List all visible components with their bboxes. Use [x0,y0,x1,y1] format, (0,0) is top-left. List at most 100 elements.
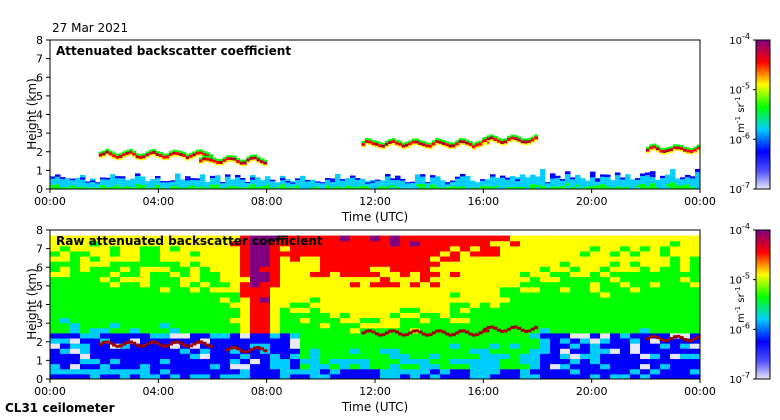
heatmap-cell [50,338,61,344]
heatmap-cell [510,281,521,288]
heatmap-cell [420,286,431,293]
heatmap-cell [560,291,571,298]
heatmap-cell [150,184,156,186]
heatmap-cell [340,250,351,257]
cloud-echo [686,152,691,155]
cloud-echo [364,142,369,145]
heatmap-cell [215,179,221,183]
heatmap-cell [660,256,671,262]
heatmap-cell [220,182,226,184]
heatmap-cell [340,240,351,247]
heatmap-cell [50,176,56,179]
heatmap-cell [490,181,496,185]
heatmap-cell [70,256,81,262]
heatmap-cell [650,353,661,360]
heatmap-cell [140,312,151,319]
heatmap-cell [350,276,361,283]
heatmap-cell [530,235,541,242]
cloud-echo [239,161,244,165]
heatmap-cell [510,291,521,298]
heatmap-cell [460,343,471,349]
heatmap-cell [415,186,421,189]
cloud-echo [438,140,443,144]
heatmap-cell [285,187,291,189]
heatmap-cell [675,183,681,186]
heatmap-cell [475,185,481,187]
heatmap-cell [320,256,331,262]
heatmap-cell [670,185,676,189]
cloud-echo [683,151,688,154]
cloud-echo [458,140,463,144]
heatmap-cell [130,322,141,329]
heatmap-cell [70,276,81,283]
heatmap-cell [635,185,641,188]
heatmap-cell [640,276,651,283]
heatmap-cell [380,271,391,278]
heatmap-cell [230,353,241,360]
heatmap-cell [640,363,651,370]
heatmap-cell [365,185,371,187]
heatmap-cell [625,174,631,177]
heatmap-cell [310,338,321,344]
heatmap-cell [620,338,631,344]
heatmap-cell [130,256,141,262]
heatmap-cell [90,240,101,247]
heatmap-cell [240,240,251,247]
cloud-echo [672,149,677,151]
heatmap-cell [470,373,481,380]
heatmap-cell [450,187,456,189]
heatmap-cell [395,175,401,178]
heatmap-cell [560,312,571,319]
heatmap-cell [460,173,466,177]
heatmap-cell [405,184,411,186]
cloud-echo [128,153,133,156]
cloud-echo [649,146,654,150]
cloud-echo [523,138,528,141]
heatmap-cell [350,286,361,293]
heatmap-cell [340,317,351,324]
heatmap-cell [270,182,276,185]
heatmap-cell [180,179,186,182]
heatmap-cell [590,235,601,242]
heatmap-cell [425,183,431,185]
heatmap-cell [640,173,646,177]
heatmap-cell [545,187,551,189]
heatmap-cell [650,266,661,272]
heatmap-cell [590,307,601,313]
heatmap-cell [120,186,126,189]
heatmap-cell [70,297,81,303]
heatmap-cell [150,343,161,349]
heatmap-cell [485,180,491,183]
heatmap-cell [320,286,331,293]
heatmap-cell [140,235,151,242]
heatmap-cell [405,186,411,188]
heatmap-cell [310,250,321,257]
heatmap-cell [230,312,241,319]
heatmap-cell [355,179,361,182]
heatmap-cell [425,184,431,186]
heatmap-cell [355,181,361,184]
heatmap-cell [490,302,501,308]
heatmap-cell [410,276,421,283]
cloud-echo [655,145,660,148]
heatmap-cell [310,373,321,380]
heatmap-cell [235,174,241,178]
heatmap-cell [670,338,681,344]
heatmap-cell [660,240,671,247]
heatmap-cell [380,327,391,334]
cloud-echo [253,156,258,160]
heatmap-cell [480,338,491,344]
heatmap-cell [670,297,681,303]
heatmap-cell [420,281,431,288]
heatmap-cell [280,332,291,339]
heatmap-cell [370,250,381,257]
heatmap-cell [200,261,211,267]
heatmap-cell [570,177,576,180]
heatmap-cell [325,179,331,182]
cloud-echo [112,152,117,155]
heatmap-cell [390,286,401,293]
heatmap-cell [305,187,311,189]
cloud-echo [398,332,403,336]
heatmap-cell [645,177,651,181]
heatmap-cell [600,353,611,360]
